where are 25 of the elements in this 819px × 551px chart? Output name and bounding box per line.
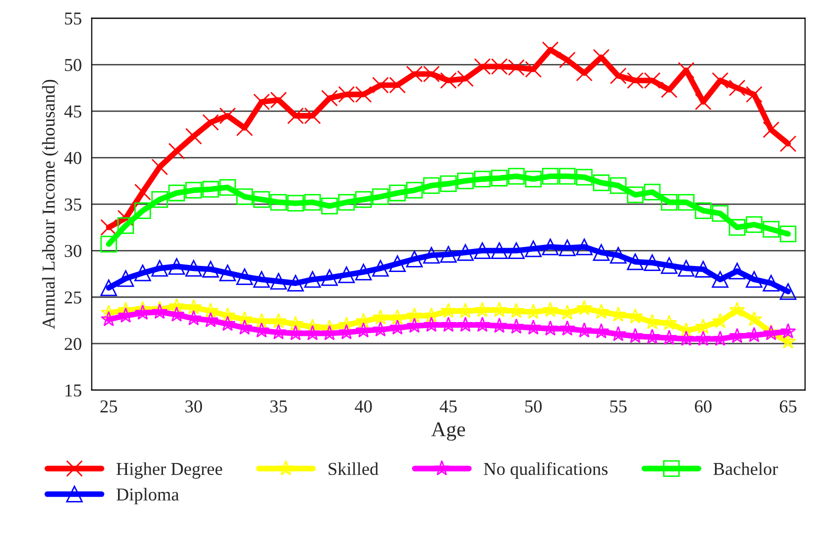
x-tick-label: 60	[694, 400, 712, 413]
y-tick-label: 50	[65, 58, 82, 72]
x-tick-label: 35	[270, 400, 287, 413]
y-tick-label: 55	[65, 12, 82, 25]
y-tick-label: 30	[64, 244, 82, 258]
y-tick-label: 15	[66, 384, 82, 397]
x-tick-label: 55	[610, 400, 627, 413]
legend-label: Bachelor	[713, 462, 778, 476]
x-tick-label: 65	[780, 400, 796, 413]
x-tick-label: 25	[100, 400, 118, 413]
legend-label: Diploma	[116, 488, 179, 504]
x-axis-title: Age	[431, 422, 466, 441]
legend-label: No qualifications	[484, 462, 608, 479]
y-tick-label: 20	[64, 338, 82, 350]
y-tick-label: 25	[64, 291, 82, 304]
x-tick-label: 40	[354, 400, 372, 413]
y-tick-label: 45	[64, 106, 82, 118]
x-tick-label: 30	[185, 400, 202, 413]
x-tick-label: 45	[440, 400, 457, 413]
y-axis-title: Annual Labour Income (thousand)	[42, 80, 58, 330]
legend-label: Skilled	[328, 462, 378, 476]
y-tick-label: 40	[64, 152, 82, 164]
y-tick-label: 35	[64, 198, 82, 211]
legend-label: Higher Degree	[116, 462, 222, 479]
x-tick-label: 50	[525, 400, 542, 413]
